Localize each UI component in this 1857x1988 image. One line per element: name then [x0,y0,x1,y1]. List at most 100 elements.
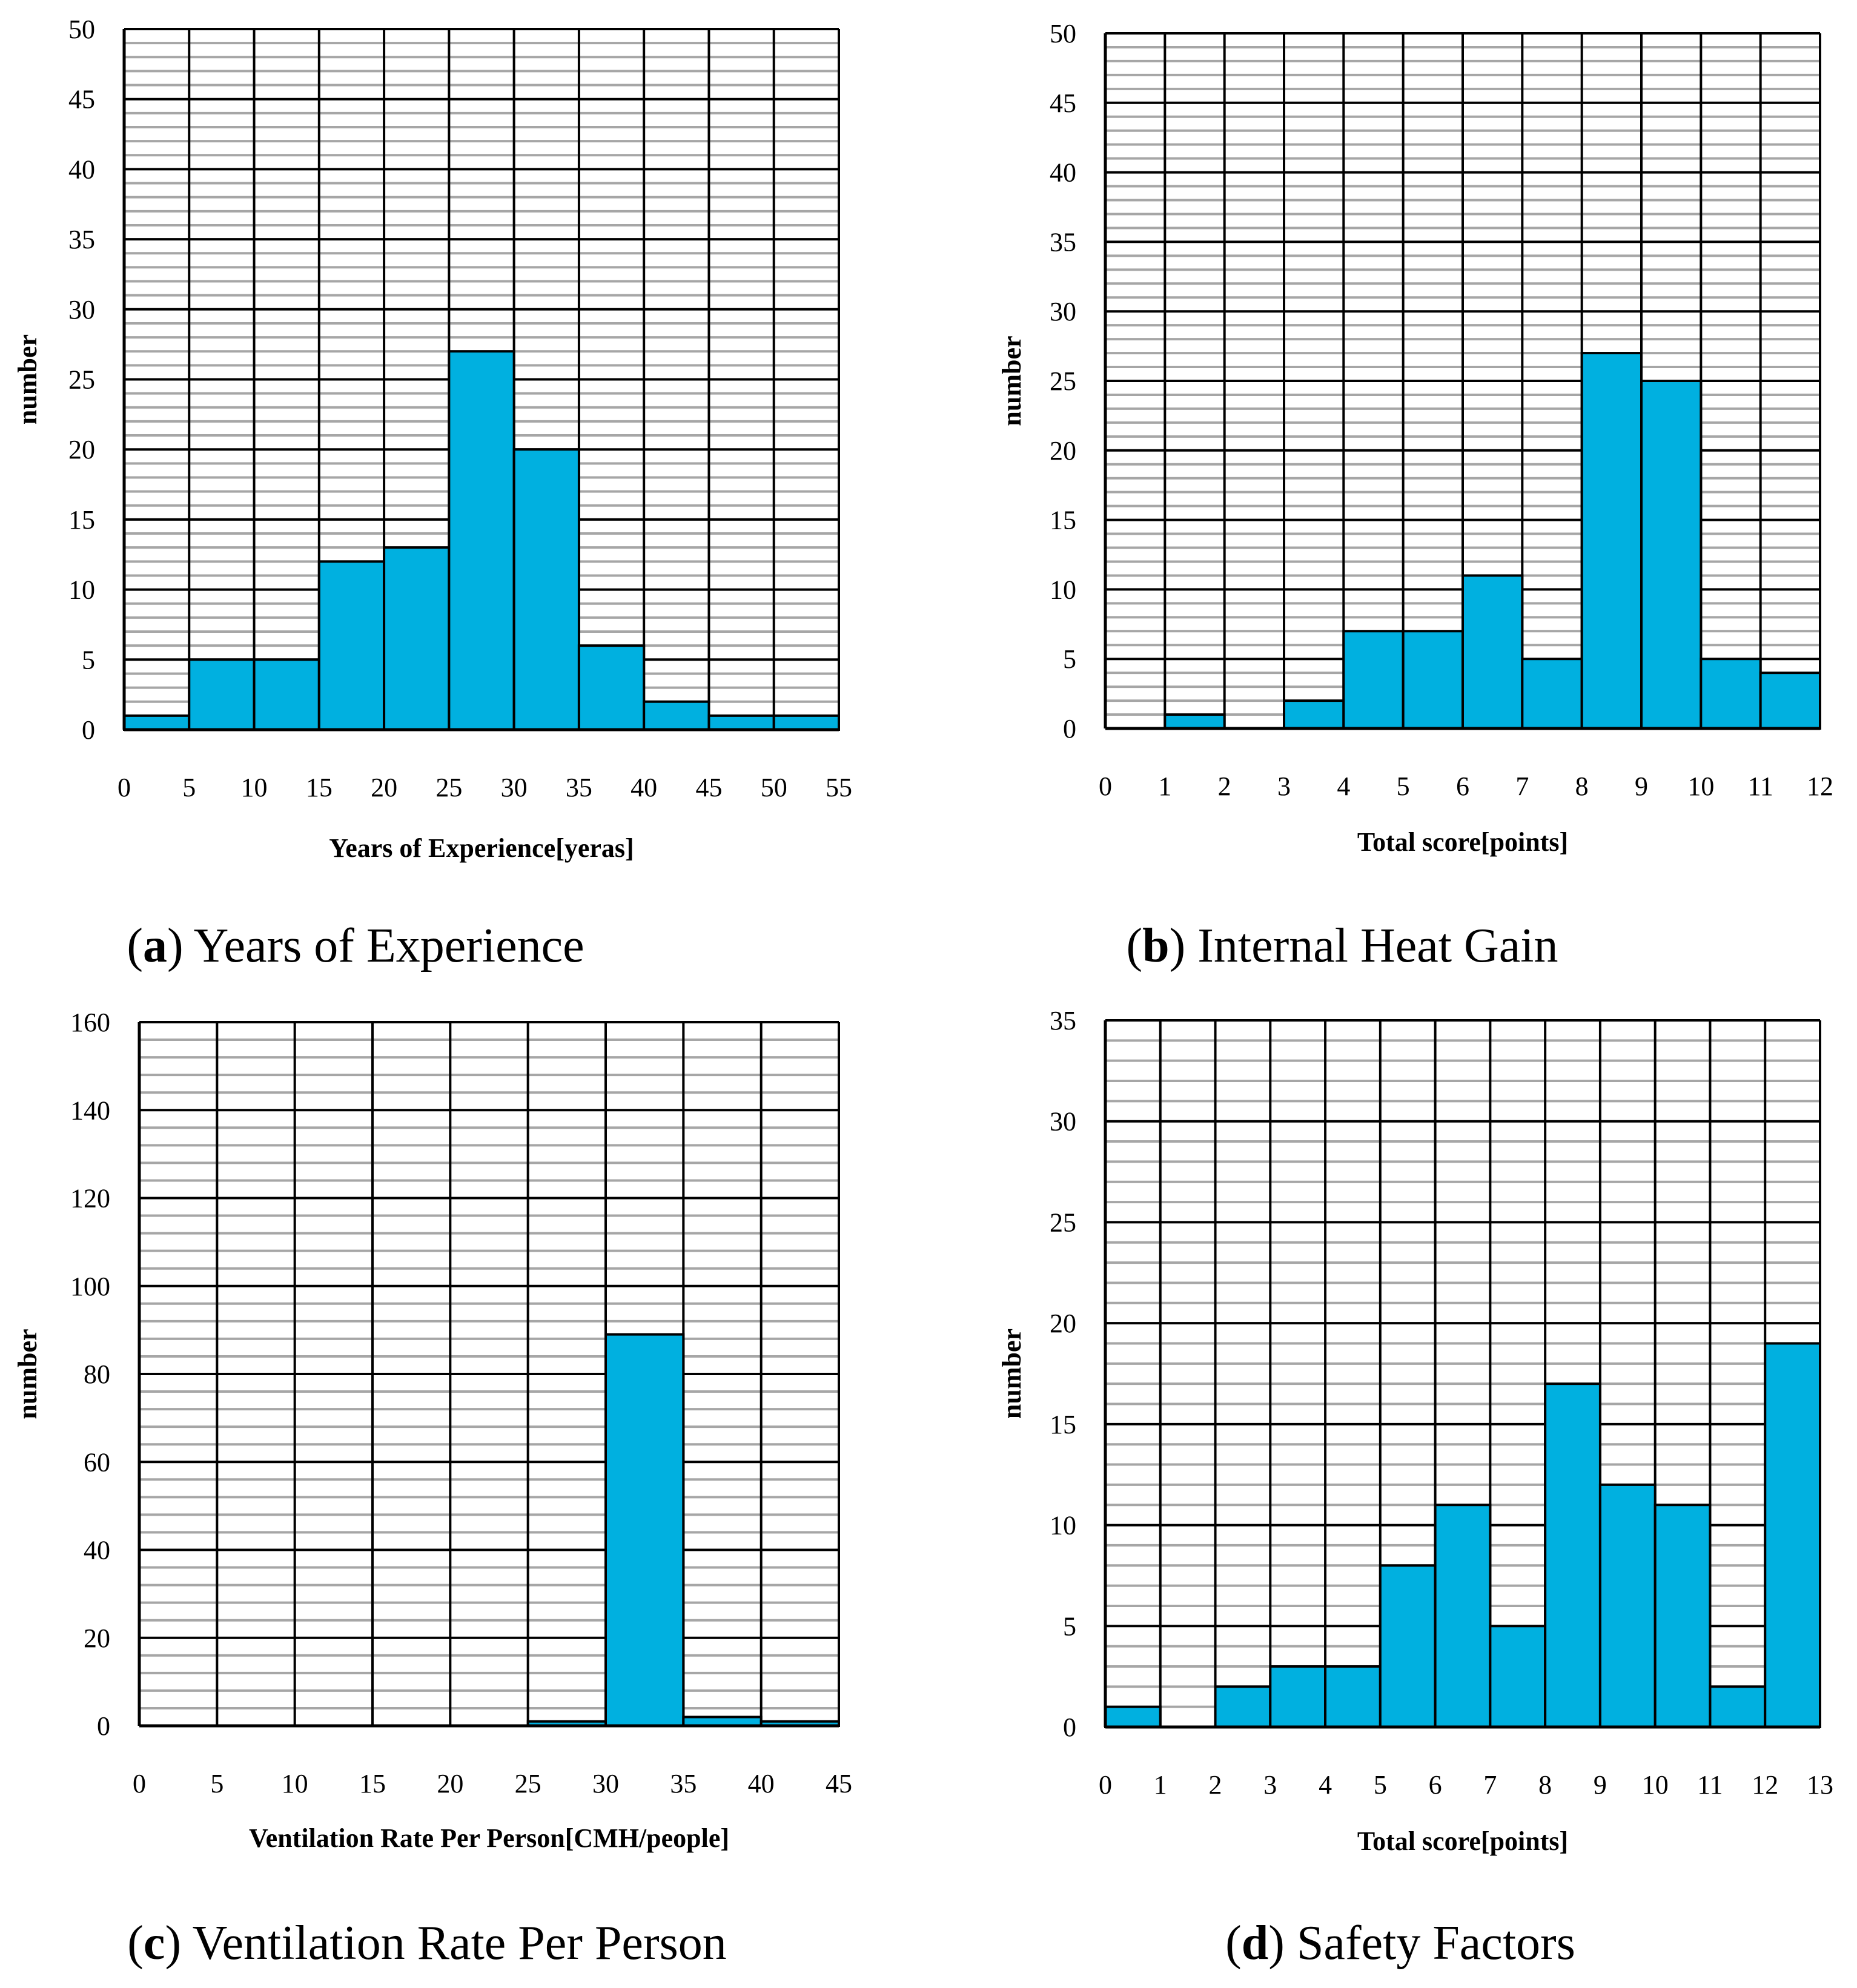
x-tick-label: 7 [1515,771,1529,801]
y-tick-label: 10 [1050,1511,1076,1541]
histogram-bar [1700,658,1762,730]
x-tick-label: 55 [826,773,852,802]
y-tick-label: 20 [84,1623,110,1653]
x-tick-label: 2 [1209,1770,1222,1800]
x-tick-label: 4 [1319,1770,1332,1800]
histogram-bar [1104,1705,1162,1729]
histogram-bar [1324,1665,1382,1729]
histogram-bar [1489,1625,1547,1728]
x-tick-label: 35 [566,773,592,802]
x-tick-label: 45 [695,773,722,802]
histogram-bar [1342,630,1405,730]
x-tick-label: 0 [133,1769,146,1798]
histogram-bar [1759,672,1822,730]
y-tick-label: 15 [1050,1410,1076,1439]
x-tick-label: 45 [826,1769,852,1798]
y-tick-label: 35 [68,225,95,254]
histogram-bar [188,658,256,731]
x-tick-label: 40 [748,1769,775,1798]
x-tick-label: 3 [1263,1770,1277,1800]
x-axis-title: Years of Experience[yeras] [329,833,634,863]
y-tick-label: 20 [1050,436,1076,466]
histogram-bar [123,714,191,731]
x-tick-label: 5 [210,1769,223,1798]
x-tick-label: 8 [1575,771,1589,801]
x-tick-label: 7 [1483,1770,1497,1800]
x-tick-label: 25 [515,1769,541,1798]
x-tick-label: 40 [631,773,657,802]
y-axis-title: number [13,334,42,424]
histogram-bar [707,714,775,731]
x-tick-label: 3 [1277,771,1291,801]
histogram-bar [383,546,451,731]
y-tick-label: 120 [70,1184,110,1214]
caption-d: (d) Safety Factors [1225,1917,1575,1970]
y-tick-label: 25 [1050,366,1076,396]
x-axis-title: Total score[points] [1357,1826,1568,1856]
caption-a-letter: a [143,919,167,973]
x-tick-label: 20 [371,773,397,802]
y-tick-label: 25 [68,365,95,395]
chart-years-of-experience: 0 5 10 15 20 25 30 35 40 45 50 0 5 10 15 20 25 30 35 40 45 50… [13,15,852,863]
x-axis-title: Ventilation Rate Per Person[CMH/people] [249,1823,729,1853]
histogram-bar [643,700,710,731]
histogram-bar [1598,1483,1657,1729]
histogram-bar [1283,699,1345,730]
caption-a-text: Years of Experience [194,919,584,973]
x-tick-label: 9 [1635,771,1648,801]
y-tick-label: 35 [1050,227,1076,257]
x-tick-label: 10 [241,773,268,802]
histogram-bar [1434,1504,1492,1728]
y-tick-label: 30 [1050,1107,1076,1137]
x-tick-label: 0 [1099,1770,1112,1800]
x-tick-label: 5 [1374,1770,1387,1800]
caption-b-letter: b [1142,919,1170,973]
y-tick-label: 30 [68,295,95,325]
x-tick-label: 50 [761,773,787,802]
y-tick-label: 5 [1063,1611,1076,1641]
x-tick-label: 6 [1456,771,1469,801]
y-tick-label: 15 [68,505,95,535]
x-tick-label: 13 [1807,1770,1833,1800]
y-tick-label: 45 [68,85,95,114]
caption-d-text: Safety Factors [1297,1917,1575,1970]
y-tick-label: 45 [1050,88,1076,118]
histogram-bar [1402,630,1465,730]
histogram-bar [1653,1504,1712,1728]
y-tick-label: 140 [70,1095,110,1125]
caption-b: (b) Internal Heat Gain [1126,919,1558,973]
caption-d-letter: d [1242,1917,1269,1970]
y-tick-label: 0 [97,1711,110,1741]
caption-c: (c) Ventilation Rate Per Person [127,1917,726,1970]
x-tick-label: 30 [501,773,528,802]
x-tick-label: 15 [306,773,333,802]
histogram-bar [1709,1685,1767,1728]
x-tick-label: 10 [1642,1770,1669,1800]
caption-c-text: Ventilation Rate Per Person [193,1917,727,1970]
y-tick-label: 50 [1050,19,1076,48]
y-tick-label: 50 [68,15,95,44]
caption-b-text: Internal Heat Gain [1197,919,1558,973]
histogram-bar [1461,574,1524,730]
histogram-bar [772,714,841,731]
y-tick-label: 160 [70,1008,110,1037]
histogram-bar [1640,380,1703,730]
y-tick-label: 20 [68,435,95,464]
x-tick-label: 2 [1218,771,1231,801]
histogram-bar [604,1333,685,1727]
histogram-bar [448,350,515,731]
y-tick-label: 20 [1050,1309,1076,1338]
y-tick-label: 40 [84,1536,110,1565]
x-tick-label: 12 [1807,771,1833,801]
x-tick-label: 9 [1594,1770,1607,1800]
y-tick-label: 40 [1050,158,1076,188]
y-tick-label: 0 [82,715,95,745]
y-tick-label: 10 [1050,575,1076,604]
x-tick-label: 30 [592,1769,619,1798]
x-tick-label: 11 [1747,771,1773,801]
y-tick-label: 30 [1050,297,1076,326]
chart-ventilation-rate: 0 20 40 60 80 100 120 140 160 0 5 10 15 20 25 30 35 40 45 V… [13,1008,852,1853]
x-tick-label: 20 [437,1769,463,1798]
